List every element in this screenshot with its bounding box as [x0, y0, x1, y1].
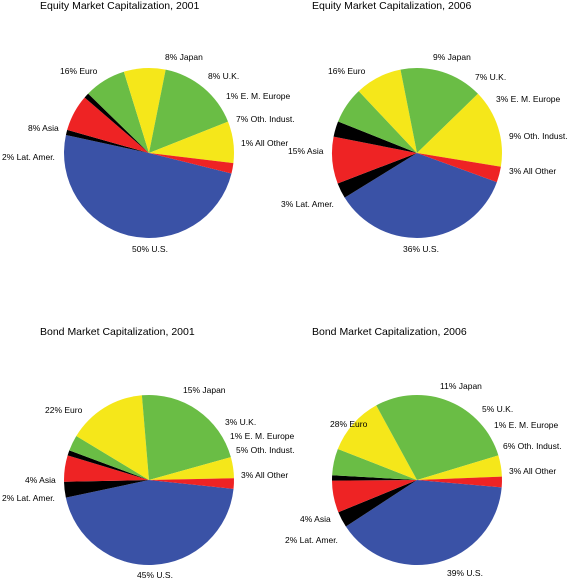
slice-label-all-other: 1% All Other — [241, 138, 288, 148]
slice-label-japan: 8% Japan — [165, 52, 203, 62]
pie-slice-u-s — [65, 480, 234, 565]
slice-label-lat-amer: 2% Lat. Amer. — [285, 535, 338, 545]
slice-label-e-m-europe: 3% E. M. Europe — [496, 94, 561, 104]
equity-2001-pie-chart: Equity Market Capitalization, 2001 50% U… — [2, 0, 295, 254]
slice-label-japan: 15% Japan — [183, 385, 226, 395]
slice-label-euro: 16% Euro — [328, 66, 366, 76]
pie-slice-e-m-europe — [67, 450, 149, 480]
pie-slice-oth-indust — [332, 480, 417, 513]
pie-slice-lat-amer — [149, 478, 234, 489]
slice-label-e-m-europe: 1% E. M. Europe — [494, 420, 559, 430]
slice-label-u-k: 8% U.K. — [208, 71, 239, 81]
pie-slice-u-s — [345, 480, 502, 566]
pie-slice-japan — [123, 68, 166, 153]
chart-title-bond-2006: Bond Market Capitalization, 2006 — [312, 326, 467, 338]
slice-label-u-k: 5% U.K. — [482, 404, 513, 414]
slice-label-e-m-europe: 1% E. M. Europe — [226, 91, 291, 101]
slice-label-oth-indust: 7% Oth. Indust. — [236, 114, 295, 124]
slice-label-oth-indust: 5% Oth. Indust. — [236, 445, 295, 455]
slice-label-u-s: 39% U.S. — [447, 568, 483, 578]
pie-slice-lat-amer — [417, 476, 502, 488]
pie-slice-euro — [141, 395, 231, 480]
bond-2001-pie-chart: Bond Market Capitalization, 2001 45% U.S… — [2, 326, 295, 580]
slice-label-japan: 9% Japan — [433, 52, 471, 62]
slice-label-u-s: 45% U.S. — [137, 570, 173, 580]
pie-slice-asia — [417, 455, 502, 480]
slice-label-asia: 15% Asia — [288, 146, 324, 156]
pie-slice-all-other — [64, 480, 149, 498]
pie-slice-e-m-europe — [84, 93, 149, 153]
pie-slice-u-k — [88, 71, 149, 153]
slice-label-all-other: 3% All Other — [509, 466, 556, 476]
slice-label-all-other: 3% All Other — [509, 166, 556, 176]
slice-label-all-other: 3% All Other — [241, 470, 288, 480]
pie-slice-all-other — [337, 153, 417, 198]
slice-label-asia: 8% Asia — [28, 123, 59, 133]
slice-label-u-s: 50% U.S. — [132, 244, 168, 254]
slice-label-euro: 16% Euro — [60, 66, 98, 76]
pie-slice-e-m-europe — [333, 121, 417, 153]
chart-title-equity-2006: Equity Market Capitalization, 2006 — [312, 0, 471, 12]
slice-label-euro: 22% Euro — [45, 405, 83, 415]
pie-slice-all-other — [338, 480, 417, 527]
pie-slice-asia — [149, 457, 234, 480]
pie-slice-u-k — [338, 91, 417, 153]
slice-label-u-k: 3% U.K. — [225, 417, 256, 427]
pie-slice-japan — [76, 395, 149, 480]
pie-slice-oth-indust — [67, 97, 149, 153]
pie-slice-euro — [149, 69, 229, 153]
pie-slice-e-m-europe — [331, 475, 417, 481]
slice-label-oth-indust: 6% Oth. Indust. — [503, 441, 562, 451]
slice-label-lat-amer: 2% Lat. Amer. — [2, 152, 55, 162]
slice-label-asia: 4% Asia — [25, 475, 56, 485]
pie-slice-u-k — [332, 449, 417, 480]
slice-label-u-s: 36% U.S. — [403, 244, 439, 254]
pie-slice-u-s — [64, 135, 232, 238]
slice-label-euro: 28% Euro — [330, 419, 368, 429]
slice-label-lat-amer: 3% Lat. Amer. — [281, 199, 334, 209]
chart-title-equity-2001: Equity Market Capitalization, 2001 — [40, 0, 199, 12]
pie-slice-oth-indust — [64, 455, 149, 482]
pie-slice-japan — [358, 69, 417, 153]
pie-slice-asia — [149, 121, 235, 164]
pie-slice-euro — [376, 395, 499, 480]
pie-slice-euro — [400, 68, 478, 153]
slice-label-e-m-europe: 1% E. M. Europe — [230, 431, 295, 441]
pie-slice-all-other — [65, 129, 149, 153]
pie-slice-u-s — [344, 153, 497, 238]
bond-2006-pie-chart: Bond Market Capitalization, 2006 39% U.S… — [285, 326, 562, 578]
slice-label-u-k: 7% U.K. — [475, 72, 506, 82]
pie-slice-japan — [337, 405, 417, 480]
slice-label-asia: 4% Asia — [300, 514, 331, 524]
slice-label-japan: 11% Japan — [440, 381, 482, 391]
pie-slice-oth-indust — [332, 136, 417, 184]
pie-slice-lat-amer — [417, 153, 501, 183]
slice-label-lat-amer: 2% Lat. Amer. — [2, 493, 55, 503]
slice-label-oth-indust: 9% Oth. Indust. — [509, 131, 567, 141]
equity-2006-pie-chart: Equity Market Capitalization, 2006 36% U… — [281, 0, 567, 254]
pie-slice-lat-amer — [149, 153, 234, 174]
pie-slice-asia — [417, 93, 502, 167]
pie-slice-u-k — [69, 435, 149, 480]
chart-title-bond-2001: Bond Market Capitalization, 2001 — [40, 326, 195, 338]
